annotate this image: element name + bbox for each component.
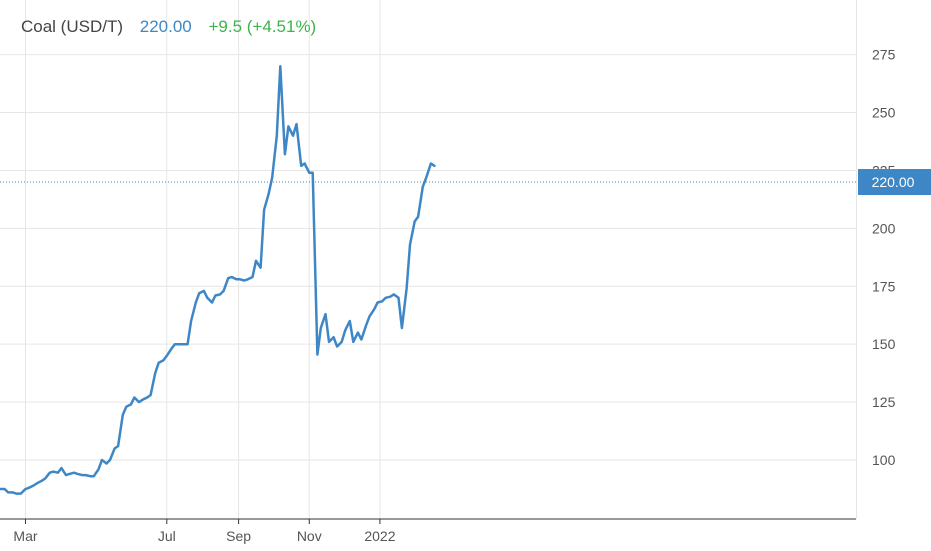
chart-header: Coal (USD/T) 220.00 +9.5 (+4.51%) bbox=[21, 17, 328, 37]
y-tick-label: 150 bbox=[872, 336, 896, 352]
y-tick-label: 275 bbox=[872, 47, 896, 63]
price-series-line bbox=[0, 64, 436, 495]
y-tick-label: 125 bbox=[872, 394, 896, 410]
current-price-label: 220.00 bbox=[872, 174, 915, 190]
x-tick-label: Mar bbox=[13, 528, 37, 544]
x-tick-label: Sep bbox=[226, 528, 251, 544]
y-tick-label: 250 bbox=[872, 105, 896, 121]
instrument-name: Coal (USD/T) bbox=[21, 17, 124, 36]
current-price-label-box bbox=[858, 169, 931, 196]
current-price: 220.00 bbox=[139, 17, 192, 36]
price-change: +9.5 (+4.51%) bbox=[208, 17, 317, 36]
x-tick-label: 2022 bbox=[364, 528, 395, 544]
y-tick-label: 200 bbox=[872, 220, 896, 236]
x-tick-label: Nov bbox=[297, 528, 322, 544]
x-tick-label: Jul bbox=[158, 528, 176, 544]
y-tick-label: 175 bbox=[872, 278, 896, 294]
y-tick-label: 100 bbox=[872, 452, 896, 468]
